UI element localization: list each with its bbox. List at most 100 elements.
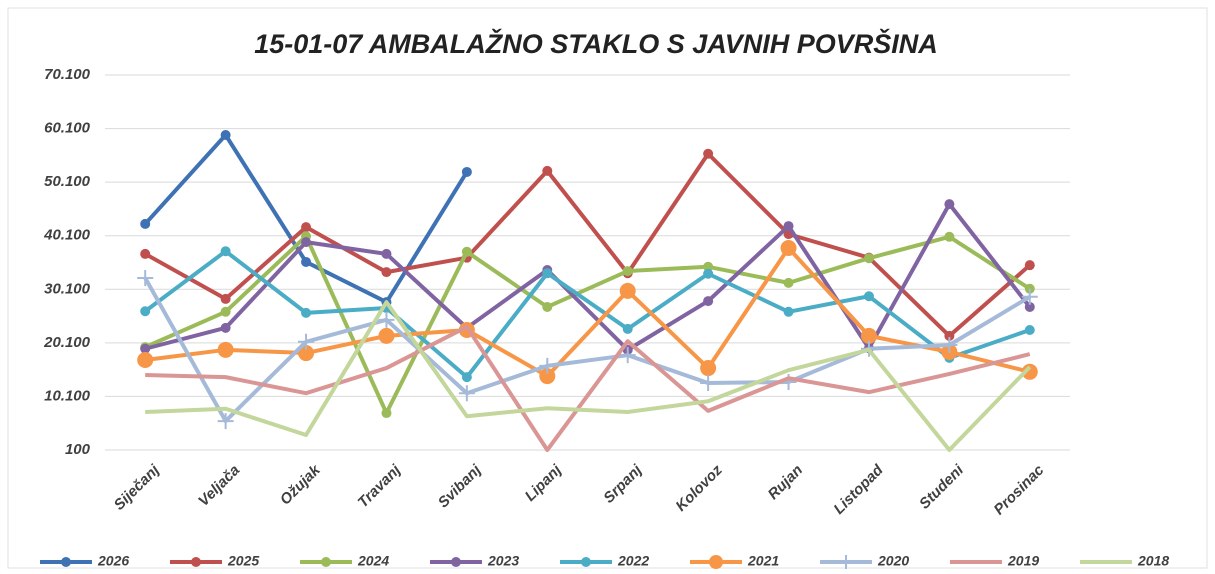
data-point xyxy=(622,266,633,277)
data-point xyxy=(863,253,874,264)
data-point xyxy=(378,311,395,328)
data-point xyxy=(301,307,312,318)
data-point xyxy=(542,268,553,279)
data-point xyxy=(298,345,315,362)
x-tick-label: Listopad xyxy=(830,461,887,518)
data-point xyxy=(700,375,717,392)
data-point xyxy=(542,301,553,312)
legend-label: 2024 xyxy=(357,553,389,569)
legend-marker xyxy=(451,557,461,567)
data-point xyxy=(780,240,797,257)
series-line xyxy=(144,234,1031,416)
y-tick-label: 30.100 xyxy=(44,280,91,297)
data-point xyxy=(298,333,315,350)
data-point xyxy=(944,330,955,341)
x-tick-label: Ožujak xyxy=(277,461,324,508)
legend-label: 2018 xyxy=(1137,553,1169,569)
data-point xyxy=(301,237,312,248)
x-tick-label: Srpanj xyxy=(600,461,646,507)
data-point xyxy=(301,256,312,267)
data-point xyxy=(381,248,392,259)
data-point xyxy=(381,267,392,278)
data-point xyxy=(220,130,231,140)
x-tick-label: Prosinac xyxy=(991,461,1048,518)
x-tick-label: Kolovoz xyxy=(672,461,726,515)
data-point xyxy=(461,372,472,383)
y-tick-label: 10.100 xyxy=(44,387,91,404)
data-point xyxy=(220,293,231,304)
x-tick-label: Rujan xyxy=(765,462,806,503)
data-point xyxy=(1024,283,1035,294)
y-tick-label: 60.100 xyxy=(44,120,91,137)
y-tick-label: 40.100 xyxy=(43,227,91,244)
data-point xyxy=(1024,325,1035,335)
data-point xyxy=(944,199,955,210)
data-point xyxy=(622,323,633,334)
data-point xyxy=(539,357,556,374)
legend-marker xyxy=(61,557,71,567)
legend-marker xyxy=(581,557,591,567)
data-point xyxy=(220,306,231,317)
data-point xyxy=(941,337,958,353)
series-line xyxy=(144,202,1032,352)
chart-title: 15-01-07 AMBALAŽNO STAKLO S JAVNIH POVRŠ… xyxy=(254,28,938,59)
x-tick-label: Studeni xyxy=(916,461,967,512)
data-point xyxy=(619,347,636,364)
data-point xyxy=(619,282,636,299)
legend-label: 2021 xyxy=(747,553,779,569)
data-point xyxy=(458,385,475,402)
data-point xyxy=(703,148,714,159)
data-point xyxy=(783,306,794,317)
legend-marker xyxy=(839,555,853,569)
chart-frame xyxy=(7,7,1208,569)
x-tick-label: Lipanj xyxy=(522,461,566,505)
data-point xyxy=(140,343,151,354)
series-line xyxy=(145,324,1031,452)
legend-label: 2023 xyxy=(487,553,519,569)
x-tick-label: Siječanj xyxy=(111,461,164,514)
y-tick-label: 20.100 xyxy=(43,334,91,351)
legend-label: 2026 xyxy=(97,553,129,569)
series-line xyxy=(143,277,1031,424)
data-point xyxy=(783,277,794,288)
x-tick-label: Travanj xyxy=(355,461,405,511)
data-point xyxy=(703,296,714,307)
y-tick-label: 70.100 xyxy=(44,66,91,83)
data-point xyxy=(220,246,231,257)
legend-marker xyxy=(709,555,723,569)
data-point xyxy=(137,270,154,287)
data-point xyxy=(220,322,231,333)
series-line xyxy=(144,249,1031,380)
legend-label: 2022 xyxy=(617,553,649,569)
data-point xyxy=(703,261,714,272)
data-point xyxy=(700,360,717,377)
data-point xyxy=(140,218,151,229)
data-point xyxy=(783,221,794,232)
x-tick-label: Veljača xyxy=(195,462,243,510)
data-point xyxy=(703,268,714,279)
data-point xyxy=(1021,288,1038,305)
y-tick-label: 100 xyxy=(65,441,91,458)
data-point xyxy=(140,248,151,259)
x-tick-label: Svibanj xyxy=(435,461,485,511)
data-point xyxy=(461,246,472,257)
series-line xyxy=(145,300,1032,452)
data-point xyxy=(1024,260,1035,271)
series-line xyxy=(144,151,1032,338)
data-point xyxy=(944,231,955,242)
legend-marker xyxy=(191,557,201,567)
data-point xyxy=(378,327,395,344)
legend-label: 2025 xyxy=(227,553,259,569)
data-point xyxy=(539,368,556,385)
data-point xyxy=(140,306,151,317)
legend-label: 2020 xyxy=(877,553,909,569)
data-point xyxy=(1021,363,1038,380)
data-point xyxy=(1024,301,1035,312)
data-point xyxy=(542,165,553,176)
data-point xyxy=(217,413,234,430)
data-point xyxy=(301,222,312,233)
data-point xyxy=(381,408,392,419)
data-point xyxy=(863,291,874,302)
